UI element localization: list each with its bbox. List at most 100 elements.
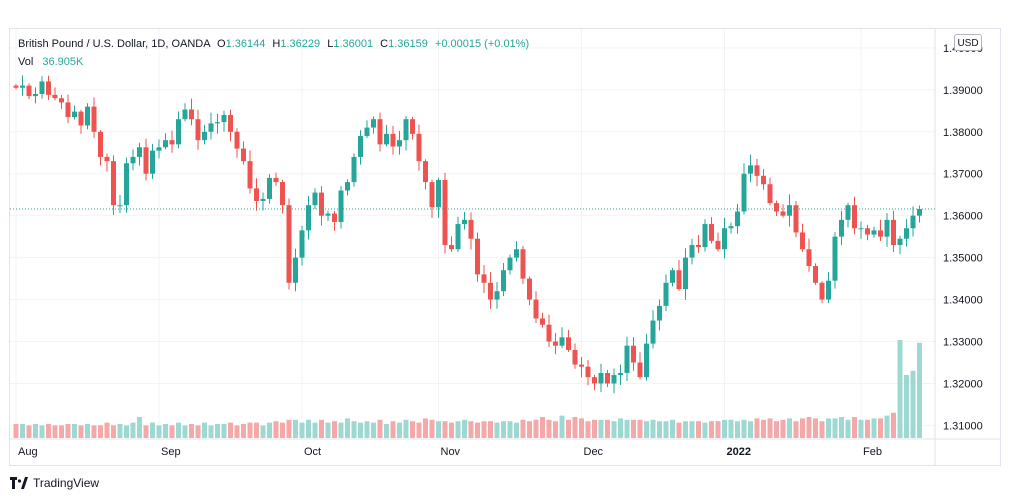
candle-body	[403, 119, 409, 141]
candle-body	[865, 228, 870, 235]
volume-bar	[195, 425, 201, 438]
candle-body	[78, 111, 84, 126]
candle-body	[871, 230, 877, 235]
candle-body	[189, 109, 194, 120]
volume-bar	[13, 424, 19, 438]
volume-bar	[468, 421, 474, 438]
candle-body	[748, 165, 753, 174]
chart-frame[interactable]: 1.400001.390001.380001.370001.360001.350…	[9, 28, 1001, 466]
candle-body	[247, 161, 253, 189]
candle-body	[26, 85, 32, 97]
volume-bar	[891, 412, 896, 438]
candle-body	[371, 119, 376, 128]
candle-body	[845, 205, 851, 220]
volume-bar	[338, 422, 344, 438]
candle-body	[774, 203, 779, 212]
candle-body	[475, 238, 480, 275]
currency-button[interactable]: USD	[954, 34, 982, 51]
volume-bar	[462, 419, 467, 438]
volume-bar	[592, 419, 597, 438]
volume-bar	[416, 422, 422, 438]
volume-bar	[293, 419, 298, 438]
candle-body	[826, 280, 831, 300]
candle-body	[176, 119, 181, 145]
candle-body	[631, 345, 636, 363]
candle-body	[722, 228, 727, 250]
open-label: O	[217, 38, 226, 50]
candle-body	[501, 270, 506, 292]
candlestick-chart[interactable]: 1.400001.390001.380001.370001.360001.350…	[10, 29, 1000, 465]
candle-body	[462, 219, 467, 225]
volume-bar	[260, 425, 266, 438]
candle-body	[715, 240, 721, 250]
volume-bar	[20, 424, 25, 438]
candle-body	[358, 135, 363, 157]
volume-bar	[780, 419, 786, 438]
candle-body	[741, 173, 747, 212]
volume-bar	[104, 422, 110, 438]
y-tick-label: 1.39000	[943, 85, 983, 97]
volume-bar	[280, 422, 285, 438]
candle-body	[657, 305, 662, 321]
candle-body	[819, 282, 825, 300]
volume-bar	[507, 421, 513, 438]
volume-bar	[52, 425, 58, 438]
low-value: 1.36001	[333, 38, 374, 50]
candle-body	[260, 198, 266, 201]
candle-body	[377, 119, 383, 145]
candle-body	[910, 215, 916, 229]
volume-bar	[319, 419, 324, 438]
volume-bar	[735, 421, 740, 438]
volume-bar	[234, 425, 240, 438]
volume-bar	[312, 422, 318, 438]
volume-bar	[676, 422, 682, 438]
volume-bar	[845, 419, 851, 438]
x-tick-label: Dec	[584, 446, 604, 458]
candle-body	[605, 372, 610, 384]
volume-bar	[241, 424, 246, 438]
x-tick-label: Sep	[161, 446, 181, 458]
candle-body	[85, 106, 90, 126]
candle-body	[624, 345, 630, 373]
candle-body	[527, 278, 532, 300]
volume-bar	[904, 375, 909, 438]
tradingview-logo-icon[interactable]	[10, 477, 28, 489]
volume-bar	[156, 425, 162, 438]
volume-bar	[267, 422, 272, 438]
volume-bar	[910, 370, 916, 438]
brand-name[interactable]: TradingView	[33, 476, 100, 490]
candle-body	[455, 224, 461, 250]
volume-bar	[403, 419, 409, 438]
volume-bar	[117, 424, 123, 438]
x-tick-label: Feb	[863, 446, 882, 458]
candle-body	[390, 133, 396, 147]
candle-body	[839, 219, 844, 237]
volume-bar	[228, 422, 233, 438]
volume-bar	[85, 424, 90, 438]
candle-body	[137, 147, 142, 157]
candle-body	[312, 192, 318, 206]
y-tick-label: 1.38000	[943, 127, 983, 139]
volume-bar	[689, 421, 695, 438]
volume-bar	[553, 421, 558, 438]
candle-body	[917, 208, 922, 216]
candle-body	[793, 205, 799, 233]
volume-bar	[579, 418, 584, 438]
volume-bar	[832, 418, 838, 438]
volume-bar	[696, 421, 701, 438]
symbol-title: British Pound / U.S. Dollar, 1D, OANDA	[18, 38, 210, 50]
candle-body	[52, 94, 58, 99]
volume-bar	[722, 419, 727, 438]
volume-bar	[299, 422, 305, 438]
volume-bar	[637, 419, 643, 438]
volume-bar	[150, 422, 155, 438]
volume-bar	[884, 415, 890, 438]
volume-bar	[65, 424, 71, 438]
candle-body	[436, 180, 441, 208]
volume-bar	[247, 422, 253, 438]
candle-body	[514, 249, 519, 258]
candle-body	[566, 337, 571, 350]
volume-bar	[559, 415, 565, 438]
volume-bar	[624, 419, 630, 438]
candle-body	[429, 182, 435, 208]
